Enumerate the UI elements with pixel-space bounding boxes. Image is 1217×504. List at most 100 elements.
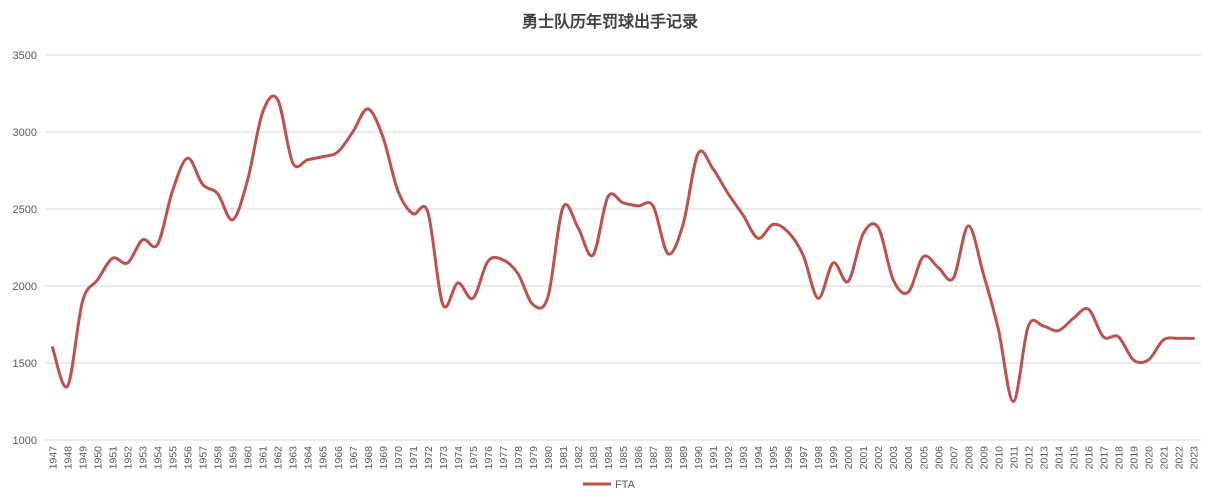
data-point	[471, 296, 475, 300]
x-tick-label: 2012	[1023, 446, 1035, 470]
x-tick-label: 2016	[1083, 446, 1095, 470]
x-tick-label: 1987	[648, 446, 660, 470]
data-point	[966, 224, 970, 228]
data-point	[426, 210, 430, 214]
data-point	[201, 182, 205, 186]
x-tick-label: 2005	[918, 446, 930, 470]
data-point	[741, 213, 745, 217]
data-point	[321, 155, 325, 159]
data-point	[696, 152, 700, 156]
x-tick-label: 1953	[138, 446, 150, 470]
data-point	[1101, 335, 1105, 339]
x-tick-label: 2013	[1038, 446, 1050, 470]
data-point	[771, 222, 775, 226]
x-tick-label: 2007	[948, 446, 960, 470]
data-point	[111, 256, 115, 260]
x-tick-label: 1954	[153, 446, 165, 470]
data-point	[1011, 400, 1015, 404]
x-tick-label: 1979	[528, 446, 540, 470]
x-tick-label: 2008	[963, 446, 975, 470]
data-point	[951, 276, 955, 280]
x-tick-label: 1999	[828, 446, 840, 470]
x-tick-label: 1966	[333, 446, 345, 470]
y-axis-ticks: 1000 1500 2000 2500 3000 3500	[13, 50, 37, 447]
x-tick-label: 1965	[318, 446, 330, 470]
data-point	[486, 259, 490, 263]
x-tick-label: 1950	[93, 446, 105, 470]
data-point	[756, 236, 760, 240]
x-tick-label: 2022	[1173, 446, 1185, 470]
y-tick-label: 3500	[13, 50, 37, 62]
x-tick-label: 1958	[213, 446, 225, 470]
x-tick-label: 2003	[888, 446, 900, 470]
x-tick-label: 1962	[273, 446, 285, 470]
x-tick-label: 2019	[1128, 446, 1140, 470]
data-point	[1086, 307, 1090, 311]
data-point	[81, 299, 85, 303]
data-point	[141, 238, 145, 242]
x-tick-label: 1993	[738, 446, 750, 470]
x-axis-ticks: 1947 1948 1949 1950 1951 1952 1953 1954 1955 1956…	[48, 446, 1201, 470]
series-layer	[51, 94, 1195, 404]
data-point	[861, 232, 865, 236]
legend: FTA	[583, 479, 636, 491]
x-tick-label: 1973	[438, 446, 450, 470]
data-point	[1116, 335, 1120, 339]
x-tick-label: 1976	[483, 446, 495, 470]
data-point	[606, 195, 610, 199]
data-point	[591, 253, 595, 257]
data-point	[171, 189, 175, 193]
data-point	[876, 225, 880, 229]
x-tick-label: 1947	[48, 446, 60, 470]
x-tick-label: 1986	[633, 446, 645, 470]
x-tick-label: 2002	[873, 446, 885, 470]
data-point	[1071, 316, 1075, 320]
chart-title: 勇士队历年罚球出手记录	[522, 12, 698, 31]
data-point	[291, 161, 295, 165]
x-tick-label: 2001	[858, 446, 870, 470]
x-tick-label: 1948	[63, 446, 75, 470]
x-tick-label: 2023	[1188, 446, 1200, 470]
data-point	[711, 167, 715, 171]
x-tick-label: 1982	[573, 446, 585, 470]
x-tick-label: 2009	[978, 446, 990, 470]
data-point	[906, 290, 910, 294]
x-tick-label: 1964	[303, 446, 315, 470]
x-tick-label: 1989	[678, 446, 690, 470]
legend-label-fta: FTA	[615, 479, 636, 491]
x-tick-label: 1975	[468, 446, 480, 470]
data-point	[561, 205, 565, 209]
x-tick-label: 1991	[708, 446, 720, 470]
data-point	[846, 279, 850, 283]
data-point	[96, 278, 100, 282]
data-point	[636, 204, 640, 208]
data-point	[546, 295, 550, 299]
data-point	[936, 266, 940, 270]
x-tick-label: 2015	[1068, 446, 1080, 470]
y-tick-label: 3000	[13, 127, 37, 139]
x-tick-label: 1956	[183, 446, 195, 470]
data-point	[66, 384, 70, 388]
x-tick-label: 1996	[783, 446, 795, 470]
series-line-fta	[51, 94, 1195, 404]
x-tick-label: 1980	[543, 446, 555, 470]
x-tick-label: 1952	[123, 446, 135, 470]
data-point	[921, 255, 925, 259]
data-point	[276, 98, 280, 102]
x-tick-label: 1955	[168, 446, 180, 470]
data-point	[1131, 358, 1135, 362]
data-point	[216, 192, 220, 196]
x-tick-label: 1995	[768, 446, 780, 470]
data-point	[831, 261, 835, 265]
data-point	[231, 218, 235, 222]
x-tick-label: 1998	[813, 446, 825, 470]
data-point	[786, 230, 790, 234]
data-point	[996, 327, 1000, 331]
x-tick-label: 1971	[408, 446, 420, 470]
data-point	[1191, 336, 1195, 340]
gridlines	[45, 54, 1201, 441]
data-point	[261, 110, 265, 114]
x-tick-label: 1961	[258, 446, 270, 470]
x-tick-label: 1984	[603, 446, 615, 470]
